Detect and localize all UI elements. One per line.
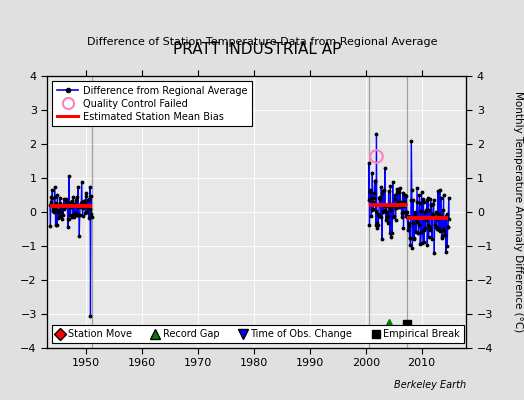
Y-axis label: Monthly Temperature Anomaly Difference (°C): Monthly Temperature Anomaly Difference (… — [512, 91, 523, 333]
Legend: Station Move, Record Gap, Time of Obs. Change, Empirical Break: Station Move, Record Gap, Time of Obs. C… — [52, 325, 464, 343]
Text: Berkeley Earth: Berkeley Earth — [394, 380, 466, 390]
Title: PRATT INDUSTRIAL AP: PRATT INDUSTRIAL AP — [172, 42, 341, 57]
Text: Difference of Station Temperature Data from Regional Average: Difference of Station Temperature Data f… — [87, 37, 437, 47]
